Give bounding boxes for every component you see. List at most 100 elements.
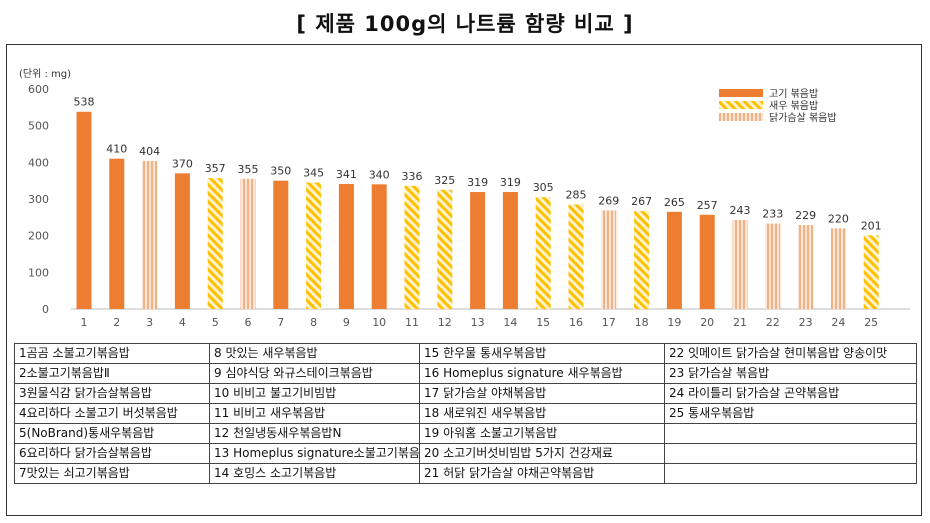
x-tick-label: 1 [81, 316, 88, 329]
product-table: 1곰곰 소불고기볶음밥 8 맛있는 새우볶음밥 15 한우물 통새우볶음밥 22 잇메… [14, 343, 917, 484]
bar-value-label: 257 [697, 199, 718, 212]
bar [502, 192, 518, 309]
bar-value-label: 229 [795, 209, 816, 222]
bar-value-label: 355 [238, 163, 259, 176]
product-cell: 21 허닭 닭가슴살 야채곤약볶음밥 [419, 463, 665, 484]
bar-value-label: 265 [664, 196, 685, 209]
bar [470, 192, 486, 309]
page-title: [ 제품 100g의 나트륨 함량 비교 ] [296, 12, 634, 36]
bar [699, 214, 715, 309]
product-cell [664, 463, 917, 484]
bar [109, 158, 125, 309]
bar [535, 197, 551, 309]
product-row: 4요리하다 소불고기 버섯볶음밥 11 비비고 새우볶음밥 18 새로워진 새우볶음… [14, 403, 917, 424]
product-cell: 8 맛있는 새우볶음밥 [209, 343, 420, 364]
bar [273, 180, 289, 309]
y-tick-label: 0 [42, 303, 49, 316]
product-cell: 1곰곰 소불고기볶음밥 [14, 343, 210, 364]
bar-value-label: 325 [434, 174, 455, 187]
y-tick-label: 300 [28, 193, 49, 206]
product-row: 7맛있는 쇠고기볶음밥 14 호밍스 소고기볶음밥 21 허닭 닭가슴살 야채곤약볶… [14, 463, 917, 484]
bar-value-label: 404 [139, 145, 160, 158]
x-tick-label: 25 [864, 316, 878, 329]
bar [338, 183, 354, 309]
bar-value-label: 201 [861, 219, 882, 232]
product-cell: 13 Homeplus signature소불고기볶음밥 [209, 443, 420, 464]
product-cell: 4요리하다 소불고기 버섯볶음밥 [14, 403, 210, 424]
product-row: 5(NoBrand)통새우볶음밥 12 천일냉동새우볶음밥N 19 아워홈 소불고기… [14, 423, 917, 444]
bar-value-label: 357 [205, 162, 226, 175]
product-row: 1곰곰 소불고기볶음밥 8 맛있는 새우볶음밥 15 한우물 통새우볶음밥 22 잇메… [14, 343, 917, 364]
bar-value-label: 370 [172, 157, 193, 170]
bar-value-label: 285 [566, 189, 587, 202]
x-tick-label: 19 [667, 316, 681, 329]
bar-value-label: 410 [106, 143, 127, 156]
y-tick-label: 400 [28, 156, 49, 169]
product-cell: 14 호밍스 소고기볶음밥 [209, 463, 420, 484]
x-tick-label: 13 [471, 316, 485, 329]
product-cell [664, 423, 917, 444]
y-tick-label: 600 [28, 83, 49, 96]
x-tick-label: 9 [343, 316, 350, 329]
bar [568, 204, 584, 309]
product-cell: 6요리하다 닭가슴살볶음밥 [14, 443, 210, 464]
bar [437, 189, 453, 309]
x-tick-label: 2 [113, 316, 120, 329]
bar-value-label: 336 [402, 170, 423, 183]
x-tick-label: 3 [146, 316, 153, 329]
bar [240, 178, 256, 309]
x-tick-label: 7 [277, 316, 284, 329]
x-tick-label: 18 [635, 316, 649, 329]
bar-value-label: 340 [369, 168, 390, 181]
product-cell: 3원물식감 닭가슴살볶음밥 [14, 383, 210, 404]
product-cell: 24 라이틀리 닭가슴살 곤약볶음밥 [664, 383, 917, 404]
x-tick-label: 24 [831, 316, 845, 329]
legend-label: 고기 볶음밥 [769, 88, 818, 100]
product-cell: 19 아워홈 소불고기볶음밥 [419, 423, 665, 444]
legend-label: 새우 볶음밥 [769, 100, 818, 112]
bar [732, 219, 748, 309]
bar [863, 235, 879, 309]
bar [601, 210, 617, 309]
product-cell: 25 통새우볶음밥 [664, 403, 917, 424]
x-tick-label: 14 [503, 316, 517, 329]
product-row: 6요리하다 닭가슴살볶음밥 13 Homeplus signature소불고기볶음… [14, 443, 917, 464]
product-row: 3원물식감 닭가슴살볶음밥 10 비비고 불고기비빔밥 17 닭가슴살 야채볶음밥 2… [14, 383, 917, 404]
bar [207, 178, 223, 309]
product-cell: 5(NoBrand)통새우볶음밥 [14, 423, 210, 444]
y-tick-label: 200 [28, 230, 49, 243]
product-cell: 20 소고기버섯비빔밥 5가지 건강재료 [419, 443, 665, 464]
bar [306, 182, 322, 309]
bar-value-label: 269 [598, 194, 619, 207]
legend-swatch [719, 113, 763, 121]
unit-label: (단위 : mg) [19, 67, 71, 80]
x-tick-label: 6 [245, 316, 252, 329]
y-tick-label: 500 [28, 120, 49, 133]
x-tick-label: 5 [212, 316, 219, 329]
bar-value-label: 220 [828, 212, 849, 225]
product-cell: 22 잇메이트 닭가슴살 현미볶음밥 양송이맛 [664, 343, 917, 364]
x-tick-label: 15 [536, 316, 550, 329]
legend-swatch [719, 89, 763, 97]
bar-value-label: 243 [730, 204, 751, 217]
bar-value-label: 538 [74, 96, 95, 109]
bar [174, 173, 190, 309]
bar [798, 225, 814, 309]
bar [404, 185, 420, 309]
product-cell: 11 비비고 새우볶음밥 [209, 403, 420, 424]
product-cell [664, 443, 917, 464]
product-cell: 15 한우물 통새우볶음밥 [419, 343, 665, 364]
x-tick-label: 12 [438, 316, 452, 329]
product-cell: 17 닭가슴살 야채볶음밥 [419, 383, 665, 404]
bar [76, 111, 92, 309]
bar [666, 211, 682, 309]
product-cell: 18 새로워진 새우볶음밥 [419, 403, 665, 424]
x-tick-label: 8 [310, 316, 317, 329]
product-cell: 2소불고기볶음밥Ⅱ [14, 363, 210, 384]
x-tick-label: 11 [405, 316, 419, 329]
product-cell: 16 Homeplus signature 새우볶음밥 [419, 363, 665, 384]
x-tick-label: 17 [602, 316, 616, 329]
bar-value-label: 350 [270, 165, 291, 178]
product-cell: 9 심야식당 와규스테이크볶음밥 [209, 363, 420, 384]
